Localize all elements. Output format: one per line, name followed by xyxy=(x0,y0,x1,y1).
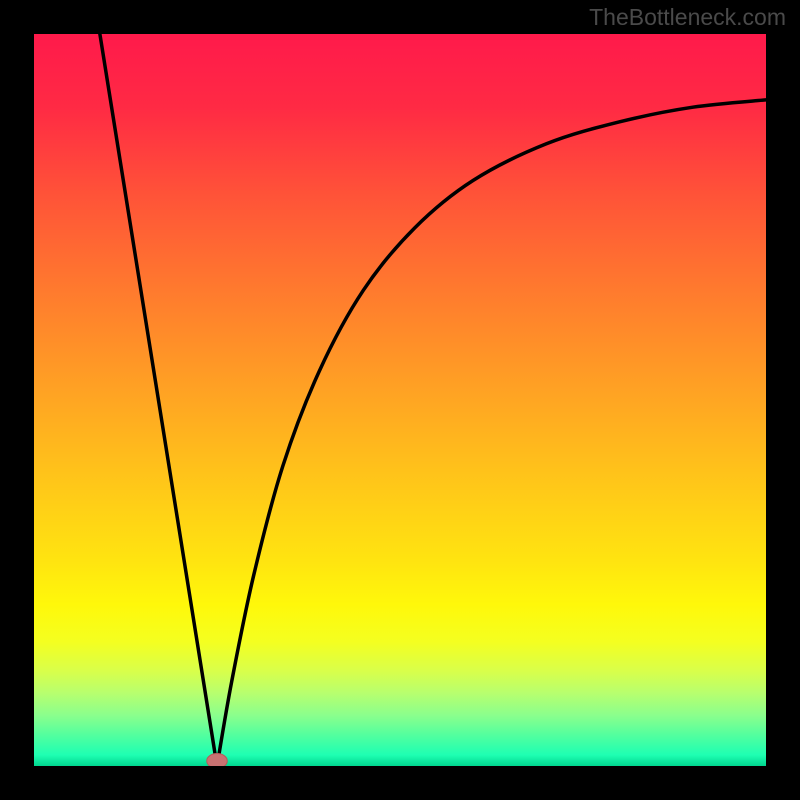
watermark-text: TheBottleneck.com xyxy=(589,4,786,31)
minimum-marker xyxy=(34,34,766,766)
plot-area xyxy=(34,34,766,766)
chart-container: TheBottleneck.com xyxy=(0,0,800,800)
